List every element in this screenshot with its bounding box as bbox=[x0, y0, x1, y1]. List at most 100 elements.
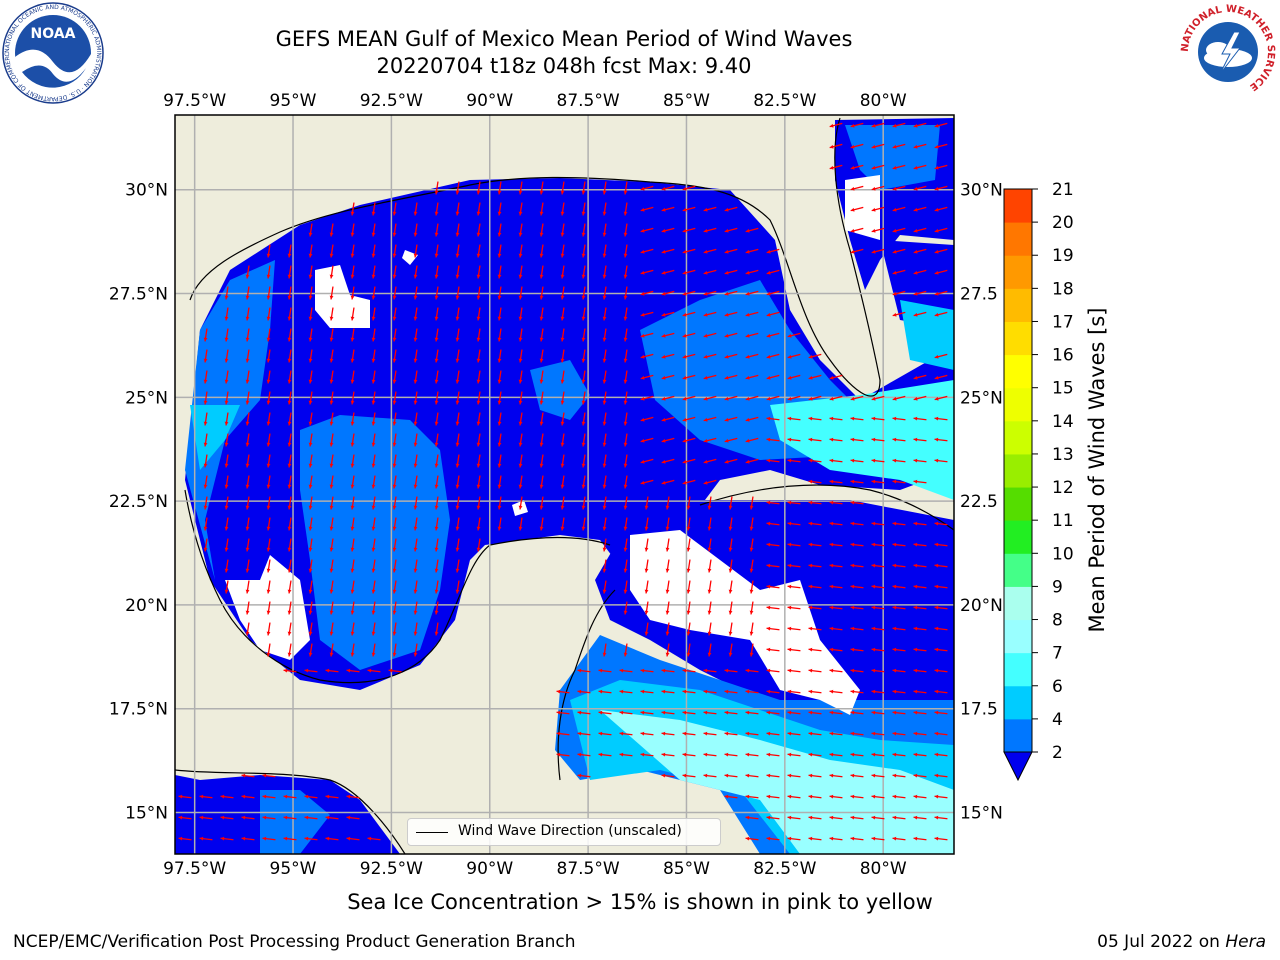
wave-arrow-head bbox=[686, 631, 691, 636]
lon-label: 82.5°W bbox=[753, 91, 816, 111]
wave-arrow-head bbox=[682, 207, 687, 212]
wave-arrow-head bbox=[766, 668, 771, 673]
colorbar-tick-label: 17 bbox=[1052, 312, 1074, 332]
coastline bbox=[184, 489, 611, 684]
colorbar-segment bbox=[1004, 222, 1032, 256]
wave-arrow-head bbox=[850, 605, 855, 610]
wave-arrow-head bbox=[581, 337, 586, 342]
wave-arrow-head bbox=[581, 463, 586, 468]
lon-label: 92.5°W bbox=[360, 91, 423, 111]
wave-arrow-head bbox=[892, 291, 897, 296]
wave-arrow-head bbox=[934, 396, 939, 401]
wave-arrow-head bbox=[367, 836, 372, 841]
wave-arrow-head bbox=[560, 253, 565, 258]
wave-arrow-head bbox=[329, 484, 334, 489]
wave-arrow-head bbox=[871, 165, 876, 170]
wave-arrow-head bbox=[892, 416, 897, 421]
wave-arrow-head bbox=[308, 547, 313, 552]
wave-arrow-head bbox=[476, 253, 481, 258]
wave-arrow-head bbox=[871, 479, 876, 484]
lon-label: 87.5°W bbox=[557, 91, 620, 111]
wave-arrow-head bbox=[556, 710, 561, 715]
wave-arrow-head bbox=[640, 459, 645, 464]
wave-arrow-head bbox=[350, 421, 355, 426]
wave-arrow-head bbox=[850, 437, 855, 442]
wave-arrow-head bbox=[518, 337, 523, 342]
wave-arrow-head bbox=[371, 400, 376, 405]
wave-arrow-head bbox=[476, 421, 481, 426]
wave-arrow-head bbox=[913, 144, 918, 149]
wave-arrow-head bbox=[371, 484, 376, 489]
wave-arrow-head bbox=[455, 211, 460, 216]
wave-arrow-head bbox=[308, 379, 313, 384]
wave-arrow-head bbox=[329, 274, 334, 279]
wave-arrow-head bbox=[724, 312, 729, 317]
wave-arrow-head bbox=[518, 505, 523, 510]
wave-arrow-head bbox=[808, 626, 813, 631]
wave-arrow-head bbox=[766, 752, 771, 757]
wave-arrow-head bbox=[766, 521, 771, 526]
wave-arrow-head bbox=[455, 295, 460, 300]
wave-arrow-head bbox=[829, 626, 834, 631]
wave-arrow-head bbox=[539, 253, 544, 258]
wave-arrow-head bbox=[287, 400, 292, 405]
wave-arrow-head bbox=[850, 228, 855, 233]
wave-arrow-head bbox=[623, 526, 628, 531]
wave-arrow-head bbox=[808, 500, 813, 505]
wave-arrow-head bbox=[871, 689, 876, 694]
footer-credit: NCEP/EMC/Verification Post Processing Pr… bbox=[13, 932, 576, 952]
wave-arrow-head bbox=[686, 547, 691, 552]
footer-machine: Hera bbox=[1225, 932, 1266, 952]
wave-arrow-head bbox=[871, 836, 876, 841]
wave-arrow-head bbox=[476, 505, 481, 510]
wave-arrow-head bbox=[787, 605, 792, 610]
wave-arrow-head bbox=[640, 354, 645, 359]
wave-arrow-head bbox=[497, 442, 502, 447]
wave-arrow-head bbox=[829, 123, 834, 128]
graticule bbox=[175, 115, 954, 854]
wave-arrow-head bbox=[266, 610, 271, 615]
wave-arrow-head bbox=[749, 505, 754, 510]
colorbar-tick-label: 15 bbox=[1052, 379, 1074, 399]
wave-arrow-head bbox=[745, 438, 750, 443]
wave-arrow-head bbox=[518, 253, 523, 258]
wave-arrow-head bbox=[350, 295, 355, 300]
wave-arrow-head bbox=[224, 589, 229, 594]
wind-wave-direction-arrows bbox=[178, 122, 948, 841]
wave-arrow-head bbox=[346, 836, 351, 841]
wave-arrow-head bbox=[934, 228, 939, 233]
wave-arrow-head bbox=[602, 253, 607, 258]
wave-arrow-head bbox=[665, 652, 670, 657]
wave-arrow-head bbox=[749, 610, 754, 615]
wave-arrow-head bbox=[682, 249, 687, 254]
wave-arrow-head bbox=[619, 731, 624, 736]
wave-arrow-head bbox=[392, 442, 397, 447]
wave-arrow-head bbox=[934, 270, 939, 275]
wave-arrow-head bbox=[703, 773, 708, 778]
wave-arrow-head bbox=[224, 379, 229, 384]
wave-arrow-head bbox=[787, 689, 792, 694]
wave-arrow-head bbox=[808, 479, 813, 484]
wave-arrow-head bbox=[934, 752, 939, 757]
colorbar-segment bbox=[1004, 453, 1032, 488]
wave-arrow-head bbox=[371, 442, 376, 447]
wave-arrow-head bbox=[623, 253, 628, 258]
wave-arrow-head bbox=[829, 731, 834, 736]
wave-arrow-head bbox=[787, 794, 792, 799]
wave-arrow-head bbox=[434, 337, 439, 342]
wave-arrow-head bbox=[266, 295, 271, 300]
wave-arrow-head bbox=[749, 547, 754, 552]
wave-arrow-head bbox=[787, 333, 792, 338]
wave-arrow-head bbox=[518, 358, 523, 363]
wave-arrow-head bbox=[350, 631, 355, 636]
wave-arrow-head bbox=[245, 316, 250, 321]
wave-arrow-head bbox=[913, 689, 918, 694]
colorbar-tick-label: 6 bbox=[1052, 677, 1063, 697]
wave-arrow-head bbox=[766, 689, 771, 694]
wave-arrow-head bbox=[913, 731, 918, 736]
wave-arrow-head bbox=[850, 668, 855, 673]
wave-arrow-head bbox=[329, 568, 334, 573]
wave-arrow-head bbox=[850, 542, 855, 547]
wave-arrow-head bbox=[934, 312, 939, 317]
wave-arrow-head bbox=[392, 400, 397, 405]
